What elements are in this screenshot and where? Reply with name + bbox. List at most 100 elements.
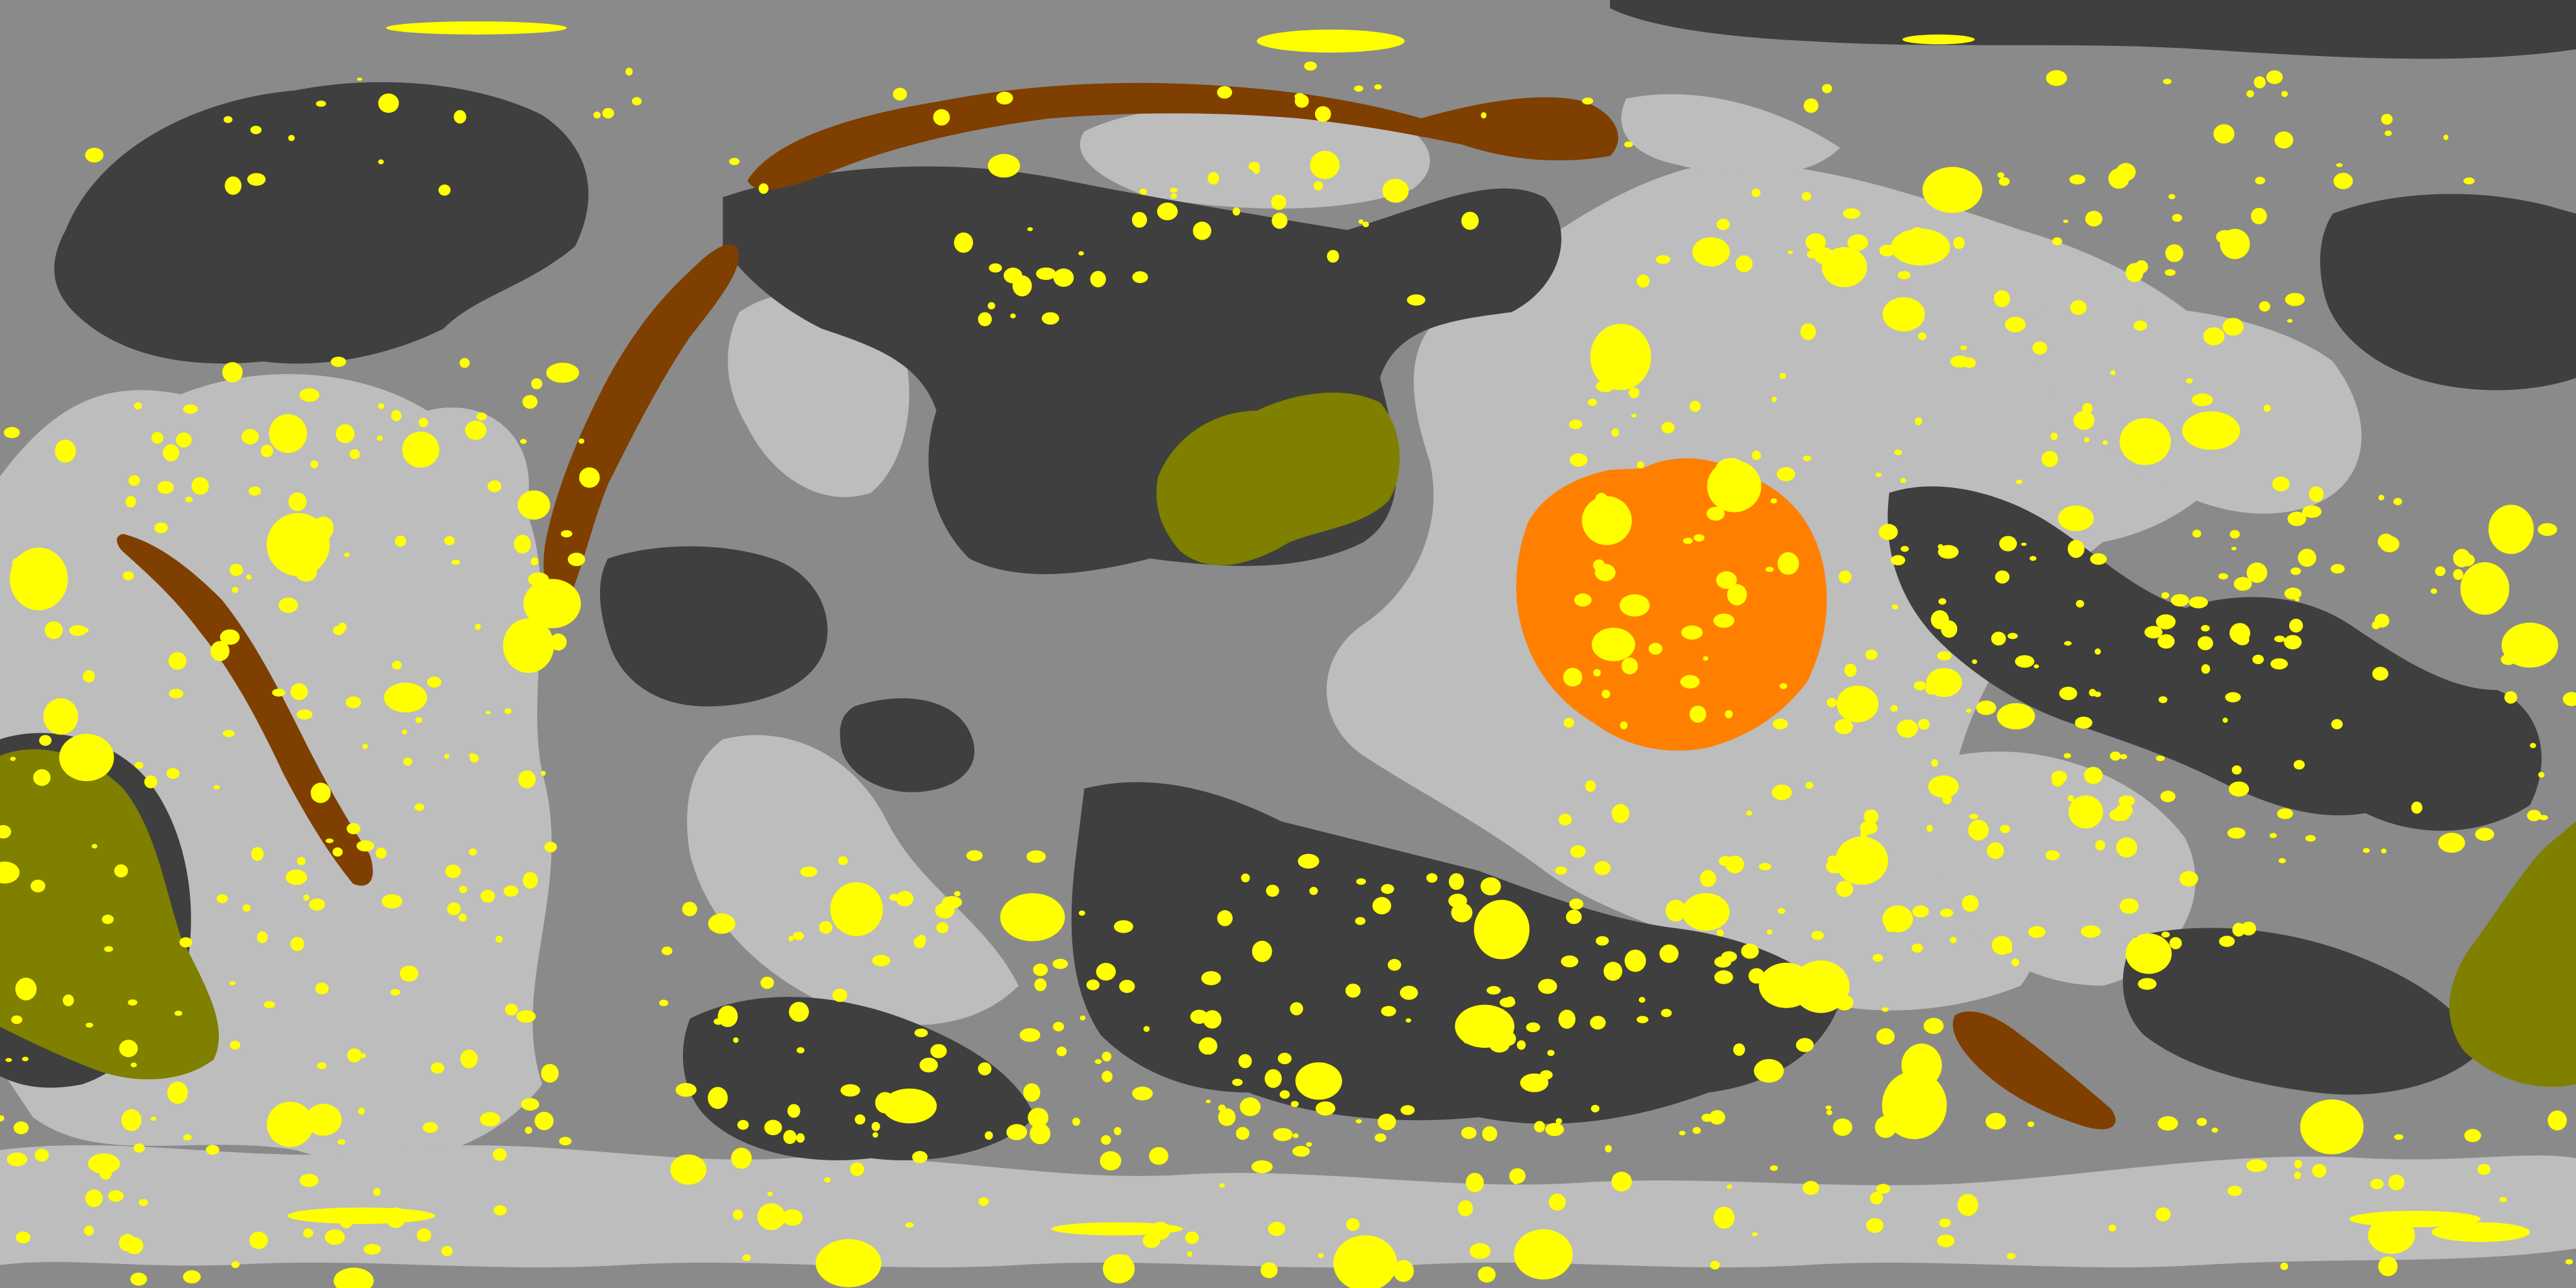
crater-blob: [2284, 587, 2302, 600]
crater-blob: [2565, 1259, 2573, 1265]
crater-blob: [1682, 893, 1730, 931]
crater-blob: [2027, 1121, 2035, 1127]
crater-blob: [919, 1057, 938, 1073]
crater-blob: [1356, 878, 1367, 885]
crater-blob: [731, 1147, 752, 1169]
crater-blob: [2538, 523, 2557, 536]
crater-blob: [1558, 1009, 1576, 1029]
crater-blob: [1538, 979, 1557, 994]
crater-blob: [2211, 1128, 2219, 1133]
crater-blob: [1219, 1183, 1225, 1188]
crater-blob: [39, 735, 52, 746]
crater-blob: [480, 889, 496, 903]
crater-blob: [2297, 548, 2317, 567]
crater-blob: [1709, 1110, 1726, 1125]
crater-blob: [1372, 897, 1392, 914]
crater-blob: [2468, 577, 2488, 589]
crater-blob: [1680, 675, 1700, 689]
crater-blob: [1991, 631, 2006, 646]
crater-blob: [460, 1049, 478, 1069]
crater-blob: [1558, 813, 1572, 826]
crater-blob: [593, 111, 601, 119]
crater-blob: [1713, 1206, 1735, 1229]
crater-blob: [941, 896, 962, 909]
crater-blob: [310, 782, 331, 803]
crater-blob: [1746, 810, 1753, 816]
crater-blob: [290, 683, 308, 701]
crater-blob: [2443, 134, 2449, 140]
crater-blob: [1563, 718, 1575, 728]
crater-blob: [415, 717, 423, 723]
crater-blob: [2050, 432, 2058, 440]
crater-blob: [796, 1047, 805, 1053]
crater-strip: [1051, 1222, 1183, 1236]
crater-blob: [2394, 1134, 2404, 1140]
crater-blob: [1748, 968, 1765, 984]
crater-blob: [531, 378, 543, 390]
crater-blob: [2172, 214, 2182, 222]
crater-blob: [1505, 996, 1516, 1008]
crater-blob: [347, 1048, 362, 1063]
crater-blob: [1277, 1052, 1292, 1065]
crater-blob: [602, 108, 614, 119]
crater-blob: [567, 552, 586, 567]
crater-blob: [1682, 537, 1693, 544]
crater-blob: [1304, 61, 1317, 71]
crater-blob: [1547, 1050, 1555, 1057]
crater-blob: [1515, 932, 1525, 938]
crater-blob: [1486, 985, 1501, 995]
crater-blob: [546, 362, 579, 383]
crater-blob: [250, 125, 262, 135]
crater-blob: [1560, 955, 1579, 968]
crater-blob: [787, 1104, 801, 1118]
crater-blob: [2157, 634, 2175, 649]
crater-blob: [1593, 669, 1601, 677]
crater-blob: [1962, 895, 1979, 912]
crater-blob: [377, 435, 383, 441]
crater-blob: [558, 1136, 572, 1146]
crater-blob: [2119, 754, 2128, 760]
crater-blob: [325, 838, 334, 843]
crater-blob: [2219, 935, 2235, 947]
crater-blob: [1590, 323, 1652, 391]
crater-blob: [1847, 234, 1868, 251]
crater-blob: [246, 574, 252, 580]
crater-blob: [242, 904, 251, 912]
crater-blob: [364, 1243, 381, 1255]
crater-blob: [1596, 936, 1609, 946]
crater-blob: [1714, 970, 1733, 984]
crater-blob: [119, 1040, 138, 1057]
crater-blob: [1023, 1083, 1041, 1102]
crater-blob: [2305, 835, 2316, 842]
crater-blob: [1592, 628, 1635, 662]
crater-blob: [1000, 893, 1065, 941]
crater-blob: [1802, 455, 1811, 462]
crater-blob: [2434, 566, 2446, 577]
crater-blob: [1872, 953, 1884, 962]
light-unit-northeast: [1621, 94, 1840, 175]
crater-blob: [1692, 237, 1730, 267]
crater-blob: [1140, 188, 1147, 195]
crater-blob: [855, 1114, 865, 1125]
crater-blob: [2084, 437, 2090, 443]
crater-blob: [1994, 290, 2011, 308]
crater-blob: [1474, 899, 1530, 960]
crater-blob: [1593, 559, 1605, 571]
crater-blob: [2475, 828, 2494, 841]
crater-blob: [315, 982, 329, 995]
crater-blob: [1096, 963, 1116, 981]
crater-blob: [933, 109, 950, 126]
crater-blob: [1716, 929, 1724, 936]
crater-blob: [1937, 651, 1952, 661]
crater-blob: [2252, 654, 2264, 665]
crater-blob: [1272, 213, 1288, 229]
crater-blob: [1026, 850, 1046, 863]
crater-blob: [1465, 1172, 1484, 1192]
crater-blob: [2499, 1197, 2507, 1202]
crater-blob: [286, 869, 308, 886]
crater-blob: [166, 768, 180, 779]
crater-blob: [1008, 901, 1025, 919]
crater-blob: [631, 97, 642, 106]
crater-blob: [1936, 1235, 1955, 1247]
crater-blob: [1099, 1151, 1121, 1171]
